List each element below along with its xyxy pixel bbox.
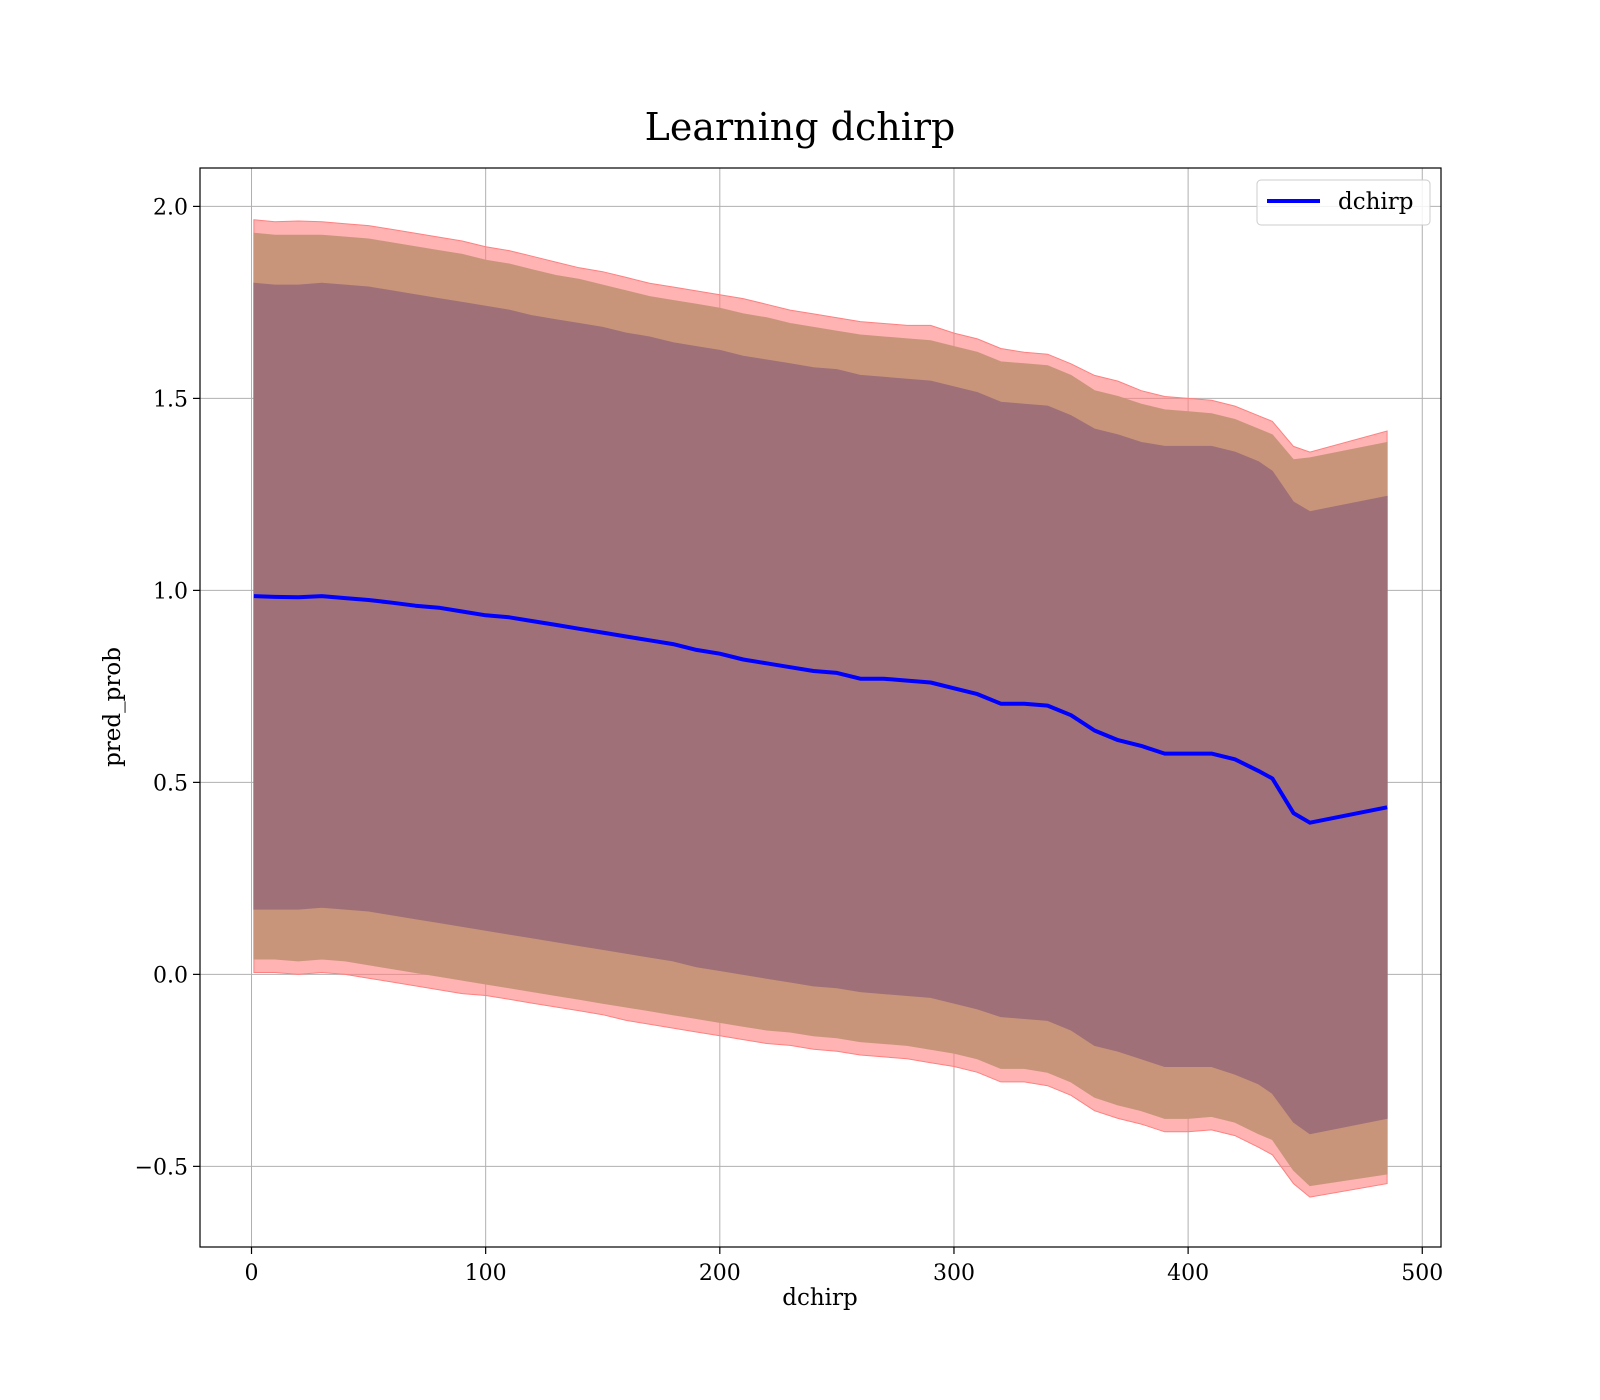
- x-tick-label: 500: [1401, 1261, 1443, 1286]
- x-tick-label: 0: [245, 1261, 259, 1286]
- plot-frame: [199, 167, 1442, 1248]
- x-tick-label: 200: [699, 1261, 741, 1286]
- legend-label-dchirp: dchirp: [1338, 189, 1414, 215]
- chart-title: Learning dchirp: [645, 105, 956, 149]
- y-axis-label: pred_prob: [100, 647, 126, 767]
- y-tick-label: 0.0: [153, 963, 188, 988]
- x-tick-label: 100: [465, 1261, 507, 1286]
- series-lines: [253, 594, 1388, 825]
- confidence-bands: [253, 219, 1388, 1198]
- y-tick-label: −0.5: [135, 1155, 188, 1180]
- x-tick-label: 300: [933, 1261, 975, 1286]
- legend-box: [1256, 179, 1431, 226]
- y-tick-label: 1.5: [153, 387, 188, 412]
- band-inner: [253, 282, 1388, 1135]
- x-tick-label: 400: [1167, 1261, 1209, 1286]
- series-line-dchirp: [253, 594, 1388, 825]
- legend: dchirp: [1256, 179, 1431, 226]
- x-axis-label: dchirp: [782, 1285, 858, 1311]
- axis-ticks: 0 100 200 300 400 500 −0.5 0.0 0.5 1.0 1.5 2.0: [135, 195, 1444, 1286]
- y-tick-label: 1.0: [153, 579, 188, 604]
- y-tick-label: 0.5: [153, 771, 188, 796]
- y-tick-label: 2.0: [153, 195, 188, 220]
